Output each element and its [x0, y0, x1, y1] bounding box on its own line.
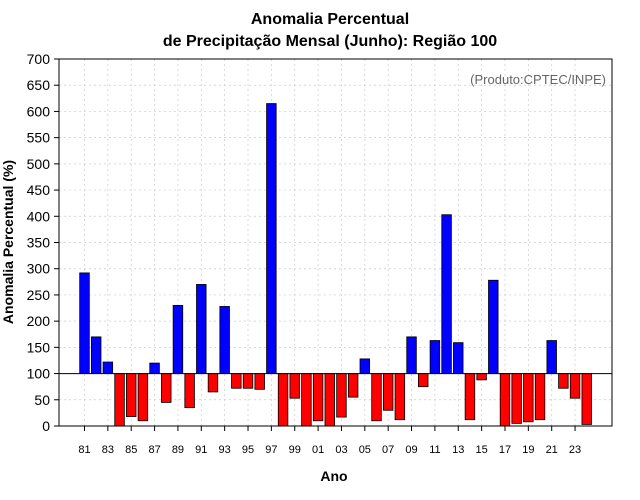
bar-17 [499, 373, 511, 427]
bar-82 [90, 336, 102, 374]
bar-05 [359, 358, 371, 374]
bar-97 [266, 103, 277, 374]
x-tick-label: 95 [242, 444, 254, 456]
bar-13 [453, 342, 464, 374]
bar-18 [511, 373, 522, 424]
x-tick-label: 91 [195, 444, 207, 456]
x-tick-label: 83 [102, 444, 114, 456]
x-tick-label: 85 [125, 444, 137, 456]
y-tick-label: 100 [27, 366, 51, 382]
x-tick-label: 99 [289, 444, 301, 456]
bar-24 [581, 373, 592, 425]
bar-10 [418, 373, 429, 388]
bars [79, 103, 592, 427]
bar-04 [347, 373, 359, 398]
credit-text: (Produto:CPTEC/INPE) [470, 72, 606, 87]
bar-12 [441, 214, 452, 374]
bar-85 [126, 373, 137, 417]
bar-83 [102, 361, 114, 374]
bar-00 [301, 373, 312, 427]
bar-94 [231, 373, 242, 389]
bar-81 [79, 272, 90, 374]
y-tick-label: 700 [27, 51, 51, 67]
bar-91 [196, 284, 207, 374]
bar-84 [114, 373, 125, 427]
bar-88 [161, 373, 172, 403]
chart-title-line1: Anomalia Percentual [251, 11, 409, 28]
bar-96 [254, 373, 265, 390]
bar-06 [371, 373, 382, 422]
y-tick-label: 500 [27, 156, 51, 172]
y-tick-label: 150 [27, 339, 51, 355]
bar-90 [184, 373, 195, 409]
x-tick-label: 13 [452, 444, 464, 456]
x-tick-label: 01 [312, 444, 324, 456]
x-tick-label: 21 [546, 444, 558, 456]
bar-02 [324, 373, 335, 427]
x-tick-label: 81 [78, 444, 90, 456]
x-axis-ticks: 81 83 85 87 89 91 93 95 97 99 01 03 05 07 09 11 13 15 17 19… [78, 426, 581, 456]
bar-99 [289, 373, 300, 399]
bar-08 [394, 373, 406, 421]
chart-title-line2: de Precipitação Mensal (Junho): Região 1… [163, 33, 497, 50]
x-tick-label: 11 [429, 444, 440, 456]
x-tick-label: 97 [265, 444, 277, 456]
bar-15 [476, 373, 487, 381]
y-tick-label: 650 [27, 77, 51, 93]
x-tick-label: 87 [148, 444, 160, 456]
y-tick-label: 200 [27, 313, 51, 329]
bar-14 [464, 373, 476, 421]
bar-03 [336, 373, 347, 418]
bar-01 [312, 373, 324, 422]
x-tick-label: 07 [382, 444, 394, 456]
y-tick-label: 250 [27, 287, 51, 303]
x-tick-label: 17 [499, 444, 511, 456]
x-tick-label: 93 [219, 444, 231, 456]
y-tick-label: 450 [27, 182, 51, 198]
x-tick-label: 19 [522, 444, 534, 456]
y-axis-ticks: 0 50 100 150 200 250 300 350 400 450 500 550 600 650 7… [27, 51, 59, 434]
bar-20 [534, 373, 546, 421]
bar-23 [569, 373, 581, 399]
x-tick-label: 15 [475, 444, 487, 456]
x-tick-label: 23 [569, 444, 581, 456]
bar-93 [219, 306, 230, 374]
bar-92 [207, 373, 219, 393]
bar-86 [137, 373, 149, 422]
bar-19 [523, 373, 534, 423]
grid [59, 58, 612, 427]
y-tick-label: 400 [27, 208, 51, 224]
x-axis-label: Ano [320, 468, 347, 484]
x-tick-label: 03 [335, 444, 347, 456]
bar-16 [488, 279, 499, 374]
bar-09 [406, 336, 417, 374]
bar-07 [382, 373, 394, 411]
bar-95 [242, 373, 254, 389]
y-tick-label: 50 [34, 392, 50, 408]
bar-98 [277, 373, 289, 427]
y-axis-label: Anomalia Percentual (%) [0, 160, 16, 324]
bar-11 [429, 340, 441, 374]
y-tick-label: 600 [27, 103, 51, 119]
bar-87 [149, 362, 160, 374]
bar-21 [546, 340, 557, 374]
bar-89 [172, 305, 184, 374]
bar-22 [558, 373, 569, 389]
x-tick-label: 05 [359, 444, 371, 456]
y-tick-label: 550 [27, 130, 51, 146]
x-tick-label: 09 [405, 444, 417, 456]
y-tick-label: 0 [42, 418, 50, 434]
y-tick-label: 300 [27, 261, 51, 277]
y-tick-label: 350 [27, 235, 51, 251]
x-tick-label: 89 [172, 444, 184, 456]
